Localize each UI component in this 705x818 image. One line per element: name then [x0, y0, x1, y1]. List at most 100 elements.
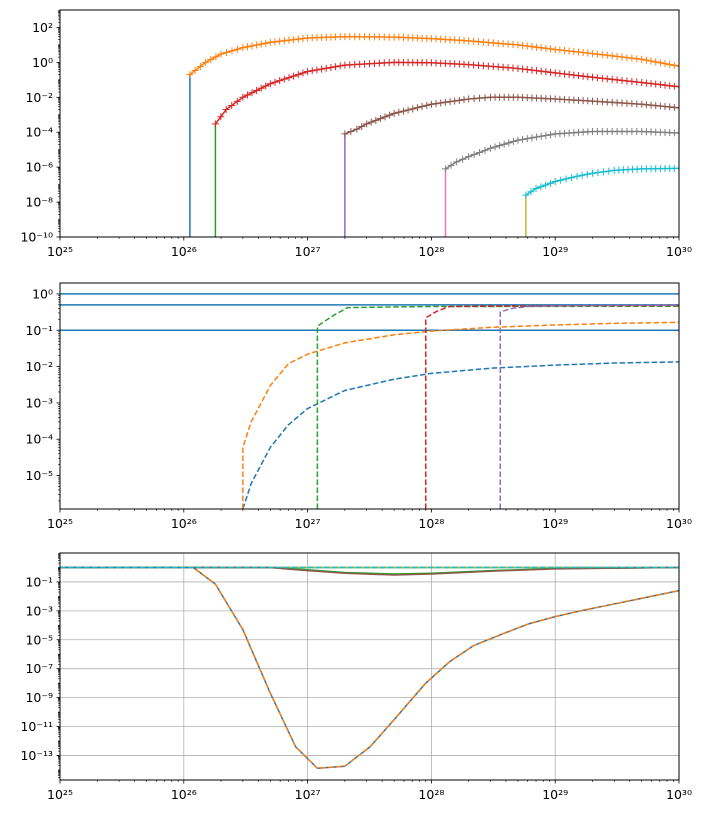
marker — [593, 50, 601, 58]
marker — [257, 84, 265, 92]
marker — [570, 48, 578, 56]
marker — [294, 71, 302, 79]
x-tick-label: 10²⁵ — [47, 516, 73, 531]
marker — [327, 63, 335, 71]
panel-bottom: 10²⁵ 10²⁶ 10²⁷ 10²⁸ 10²⁹ 10³⁰10⁻¹³10⁻¹¹10⁻⁹10… — [20, 552, 692, 802]
marker — [608, 52, 616, 60]
y-tick-label: 10⁻⁴ — [25, 125, 53, 140]
marker — [652, 58, 660, 66]
marker — [409, 105, 417, 113]
marker — [486, 144, 494, 152]
marker — [191, 67, 199, 75]
marker — [588, 73, 596, 81]
marker — [481, 146, 489, 154]
marker — [618, 76, 626, 84]
marker — [638, 55, 646, 63]
marker — [565, 47, 573, 55]
marker — [395, 108, 403, 116]
marker — [666, 61, 674, 69]
marker — [522, 191, 530, 199]
marker — [519, 135, 527, 143]
data-layer — [60, 293, 679, 509]
y-tick-label: 10⁻² — [25, 359, 53, 374]
marker — [446, 98, 454, 106]
marker — [605, 167, 613, 175]
marker — [547, 68, 555, 76]
marker — [186, 71, 194, 79]
marker — [533, 43, 541, 51]
marker — [514, 41, 522, 49]
marker — [542, 44, 550, 52]
marker — [551, 69, 559, 77]
marker — [423, 101, 431, 109]
x-tick-label: 10²⁶ — [171, 244, 197, 259]
marker — [294, 35, 302, 43]
marker — [280, 75, 288, 83]
marker — [308, 67, 316, 75]
x-tick-label: 10²⁵ — [47, 787, 73, 802]
marker — [574, 72, 582, 80]
y-axis: 10⁻¹³ 10⁻¹¹ 10⁻⁹ 10⁻⁷ 10⁻⁵ 10⁻³ 10⁻¹ — [20, 553, 60, 778]
y-tick-label: 10⁻⁷ — [25, 661, 53, 676]
marker — [336, 62, 344, 70]
marker — [551, 178, 559, 186]
marker — [528, 66, 536, 74]
marker — [313, 66, 321, 74]
y-tick-label: 10⁻⁹ — [25, 690, 53, 705]
plot-area — [60, 283, 679, 509]
marker — [623, 77, 631, 85]
marker — [542, 131, 550, 139]
marker — [652, 80, 660, 88]
series-dashed-2 — [242, 321, 679, 509]
marker — [341, 130, 349, 138]
marker — [239, 44, 247, 52]
marker — [647, 57, 655, 65]
marker — [509, 138, 517, 146]
marker — [248, 89, 256, 97]
x-axis: 10²⁵ 10²⁶ 10²⁷ 10²⁸ 10²⁹ 10³⁰ — [47, 237, 692, 259]
marker — [455, 96, 463, 104]
marker — [243, 91, 251, 99]
marker — [372, 116, 380, 124]
marker — [533, 133, 541, 141]
y-tick-label: 10⁻⁴ — [25, 432, 53, 447]
marker — [618, 53, 626, 61]
marker — [547, 131, 555, 139]
marker — [670, 82, 678, 90]
marker — [633, 55, 641, 63]
marker — [299, 69, 307, 77]
marker — [633, 78, 641, 86]
marker — [207, 56, 215, 64]
marker — [427, 100, 435, 108]
marker — [613, 52, 621, 60]
x-tick-label: 10²⁶ — [171, 787, 197, 802]
marker — [322, 64, 330, 72]
marker — [542, 181, 550, 189]
marker — [561, 70, 569, 78]
marker — [562, 175, 570, 183]
marker — [223, 48, 231, 56]
marker — [253, 87, 261, 95]
marker — [557, 176, 565, 184]
marker — [217, 50, 225, 58]
y-tick-label: 10⁻⁸ — [25, 195, 53, 210]
y-tick-label: 10⁻¹⁰ — [20, 230, 53, 245]
marker — [496, 142, 504, 150]
x-tick-label: 10²⁵ — [47, 244, 73, 259]
marker — [519, 65, 527, 73]
x-tick-label: 10²⁷ — [295, 516, 321, 531]
marker — [262, 39, 270, 47]
marker — [578, 171, 586, 179]
marker — [593, 74, 601, 82]
marker — [239, 93, 247, 101]
marker — [556, 46, 564, 54]
y-tick-label: 10⁰ — [32, 286, 53, 301]
marker — [253, 41, 261, 49]
y-axis: 10⁻⁵ 10⁻⁴ 10⁻³ 10⁻² 10⁻¹ 10⁰ — [25, 286, 60, 502]
marker — [266, 38, 274, 46]
marker — [628, 77, 636, 85]
marker — [276, 77, 284, 85]
marker — [656, 59, 664, 67]
y-axis: 10⁻¹⁰ 10⁻⁸ 10⁻⁶ 10⁻⁴ 10⁻² 10⁰ 10² — [20, 10, 60, 245]
